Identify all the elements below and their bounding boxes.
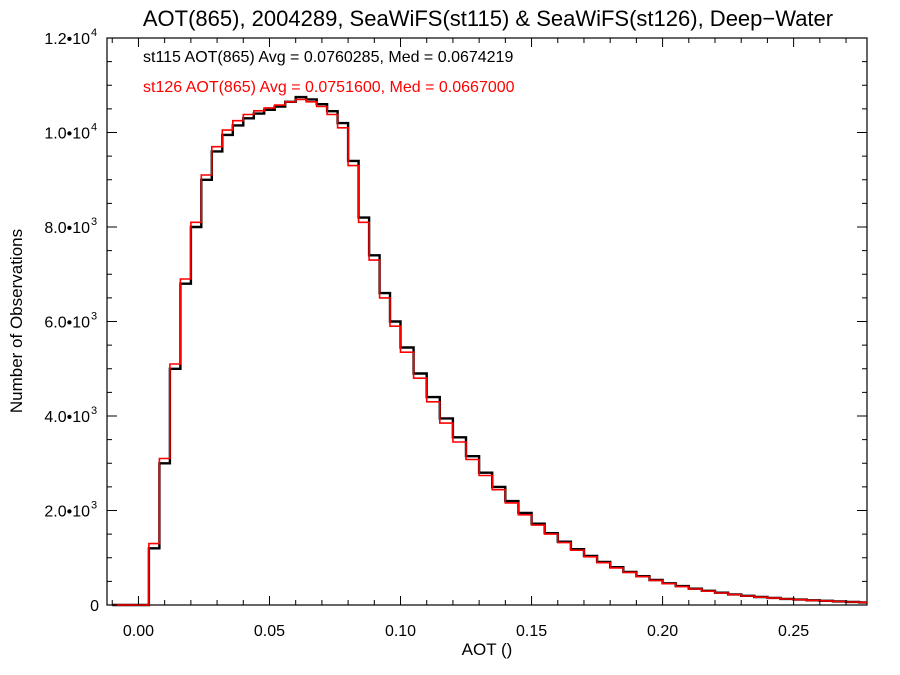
series-line-1	[112, 98, 867, 606]
y-tick-exponent: 4	[91, 122, 97, 134]
y-axis-label: Number of Observations	[7, 229, 26, 413]
y-tick-label: 6.0•10	[44, 315, 90, 332]
x-tick-label: 0.05	[254, 623, 285, 640]
y-tick-label: 8.0•10	[44, 220, 90, 237]
annotation-st115: st115 AOT(865) Avg = 0.0760285, Med = 0.…	[143, 49, 513, 66]
x-tick-label: 0.15	[516, 623, 547, 640]
series-line-0	[112, 95, 867, 607]
x-tick-label: 0.20	[647, 623, 678, 640]
y-tick-exponent: 4	[91, 27, 97, 39]
y-tick-label: 4.0•10	[44, 409, 90, 426]
y-tick-label: 1.0•10	[44, 126, 90, 143]
plot-frame	[106, 37, 868, 606]
chart-title: AOT(865), 2004289, SeaWiFS(st115) & SeaW…	[143, 6, 833, 31]
y-tick-label: 2.0•10	[44, 504, 90, 521]
y-tick-exponent: 3	[91, 405, 97, 417]
series-layer	[112, 95, 867, 607]
annotation-st126: st126 AOT(865) Avg = 0.0751600, Med = 0.…	[143, 79, 515, 96]
y-tick-label: 1.2•10	[44, 31, 90, 48]
x-axis-label: AOT ()	[462, 640, 513, 659]
x-tick-label: 0.25	[778, 623, 809, 640]
x-tick-label: 0.10	[385, 623, 416, 640]
x-tick-label: 0.00	[123, 623, 154, 640]
y-tick-exponent: 3	[91, 216, 97, 228]
x-axis: 0.00 0.05 0.10 0.15 0.20 0.25	[111, 38, 847, 640]
y-axis: 02.0•10 34.0•10 36.0•10 38.0•10 31.0•10 41.2•…	[44, 27, 867, 615]
y-tick-exponent: 3	[91, 311, 97, 323]
y-tick-exponent: 3	[91, 500, 97, 512]
y-tick-label: 0	[90, 598, 99, 615]
